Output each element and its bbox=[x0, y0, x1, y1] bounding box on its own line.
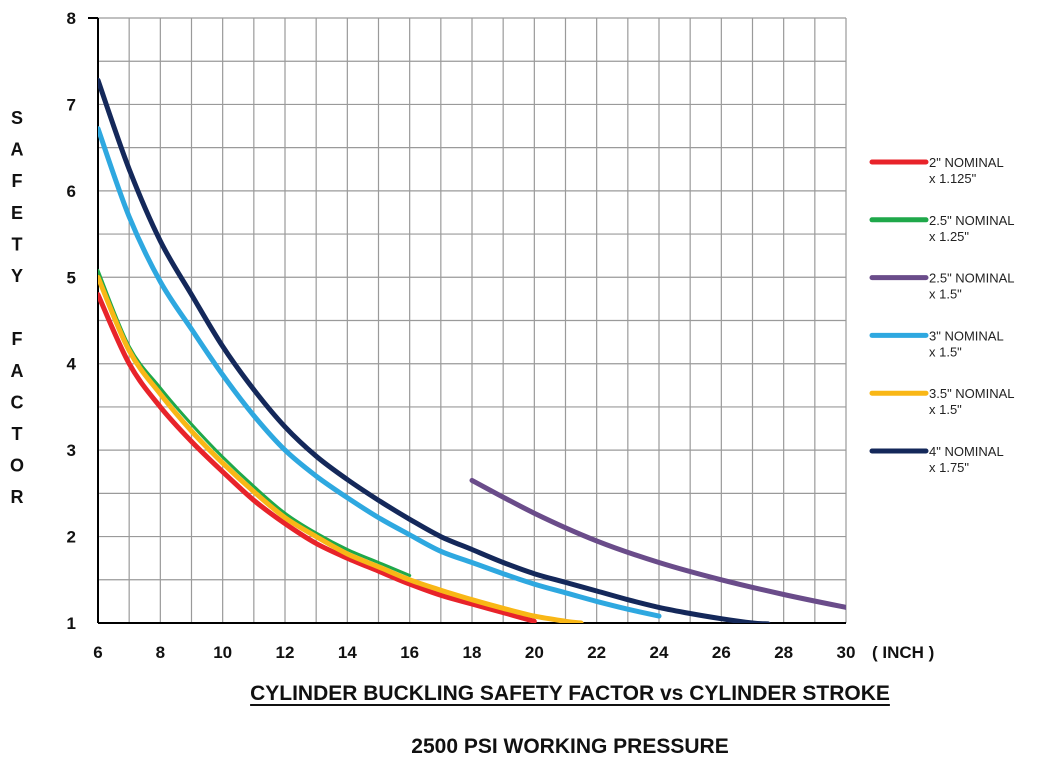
x-tick-label: 24 bbox=[650, 643, 669, 662]
chart-subtitle: 2500 PSI WORKING PRESSURE bbox=[411, 735, 729, 758]
x-tick-label: 8 bbox=[156, 643, 165, 662]
y-axis-label-letter: S bbox=[11, 108, 23, 128]
chart-series bbox=[98, 77, 846, 623]
x-tick-label: 26 bbox=[712, 643, 731, 662]
x-axis-unit-label: ( INCH ) bbox=[872, 643, 934, 662]
y-axis-label-letter: R bbox=[11, 487, 24, 507]
legend-sublabel: x 1.25" bbox=[929, 229, 969, 244]
x-tick-label: 6 bbox=[93, 643, 102, 662]
legend-sublabel: x 1.75" bbox=[929, 460, 969, 475]
legend-label: 4" NOMINAL bbox=[929, 444, 1004, 459]
y-axis-label-letter: T bbox=[12, 424, 23, 444]
y-axis-label-letter: F bbox=[12, 329, 23, 349]
legend-sublabel: x 1.5" bbox=[929, 344, 962, 359]
y-tick-label: 2 bbox=[67, 528, 76, 547]
x-tick-label: 12 bbox=[276, 643, 295, 662]
chart-grid bbox=[88, 17, 847, 624]
legend-label: 3.5" NOMINAL bbox=[929, 386, 1015, 401]
series-line-0 bbox=[98, 292, 537, 623]
series-line-4 bbox=[98, 274, 584, 623]
legend-label: 2" NOMINAL bbox=[929, 155, 1004, 170]
x-tick-label: 14 bbox=[338, 643, 357, 662]
x-tick-label: 20 bbox=[525, 643, 544, 662]
series-line-2 bbox=[469, 477, 846, 610]
y-axis-label-letter: T bbox=[12, 234, 23, 254]
legend-label: 3" NOMINAL bbox=[929, 328, 1004, 343]
y-axis-label-letter: A bbox=[11, 361, 24, 381]
y-tick-label: 1 bbox=[67, 614, 76, 633]
y-axis-label-letter: F bbox=[12, 171, 23, 191]
y-tick-label: 6 bbox=[67, 182, 76, 201]
x-tick-label: 16 bbox=[400, 643, 419, 662]
x-tick-label: 30 bbox=[837, 643, 856, 662]
legend-sublabel: x 1.5" bbox=[929, 287, 962, 302]
series-line-1 bbox=[98, 268, 412, 577]
y-axis-label-letter: Y bbox=[11, 266, 23, 286]
x-tick-label: 28 bbox=[774, 643, 793, 662]
y-tick-label: 4 bbox=[67, 355, 77, 374]
y-tick-label: 7 bbox=[67, 95, 76, 114]
chart-title: CYLINDER BUCKLING SAFETY FACTOR vs CYLIN… bbox=[250, 682, 890, 705]
legend-label: 2.5" NOMINAL bbox=[929, 213, 1015, 228]
y-axis-label-letter: O bbox=[10, 456, 24, 476]
legend-sublabel: x 1.5" bbox=[929, 402, 962, 417]
legend-label: 2.5" NOMINAL bbox=[929, 271, 1015, 286]
y-axis-label-letter: E bbox=[11, 203, 23, 223]
legend-sublabel: x 1.125" bbox=[929, 171, 977, 186]
y-axis-label-letter: C bbox=[11, 392, 24, 412]
y-tick-label: 5 bbox=[67, 268, 76, 287]
y-tick-label: 3 bbox=[67, 441, 76, 460]
x-tick-label: 10 bbox=[213, 643, 232, 662]
x-axis-ticks: 6 8 10 12 14 16 18 20 22 24 26 28 30 bbox=[93, 643, 855, 662]
y-axis-label-letter: A bbox=[11, 140, 24, 160]
series-line-5 bbox=[98, 77, 771, 623]
x-tick-label: 22 bbox=[587, 643, 606, 662]
x-tick-label: 18 bbox=[463, 643, 482, 662]
y-tick-label: 8 bbox=[67, 9, 76, 28]
y-axis-ticks: 1 2 3 4 5 6 7 8 bbox=[67, 9, 77, 633]
series-line-3 bbox=[98, 126, 662, 619]
